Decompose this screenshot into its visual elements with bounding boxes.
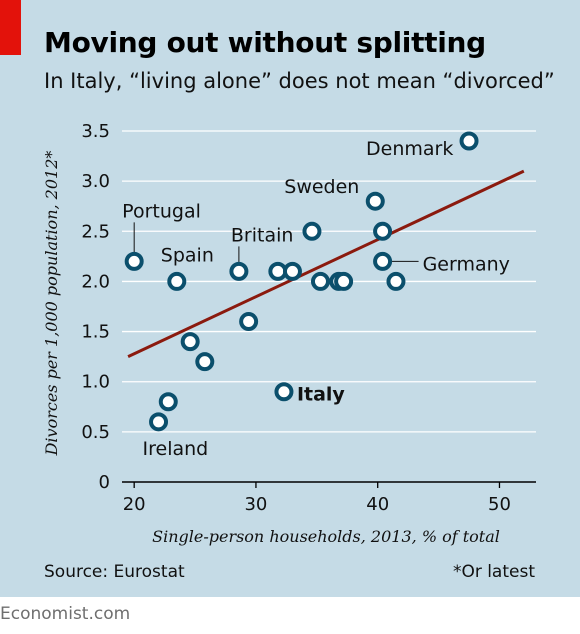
data-point-italy [274,382,294,402]
data-point [386,271,406,291]
chart-title: Moving out without splitting [44,26,486,59]
x-tick-label: 40 [366,494,389,515]
label-leader-lines [133,222,419,263]
point-label-sweden: Sweden [284,176,359,198]
y-axis-title: Divorces per 1,000 population, 2012* [42,151,61,457]
data-point [302,221,322,241]
x-tick-label: 50 [488,494,511,515]
x-tick-labels: 20 30 40 50 [123,482,511,515]
point-label-germany: Germany [423,253,510,275]
point-labels: Portugal Spain Ireland Britain Italy Sweden Ge… [122,138,510,460]
brand-red-tab [0,0,21,55]
scatter-chart: 0 0.5 1.0 1.5 2.0 2.5 3.0 3.5 20 30 40 50 Portugal… [42,121,536,546]
data-point [195,352,215,372]
chart-subtitle: In Italy, “living alone” does not mean “… [44,69,555,93]
x-tick-label: 30 [244,494,267,515]
data-point-germany [373,251,393,271]
trendline [127,169,525,359]
data-point-portugal [124,251,144,271]
data-point-spain [167,271,187,291]
point-label-portugal: Portugal [122,200,201,222]
x-tick-label: 20 [123,494,146,515]
y-tick-label: 3.0 [81,171,110,192]
y-tick-label: 3.5 [81,121,110,142]
data-point [180,332,200,352]
y-tick-label: 1.0 [81,372,110,393]
source-note: Source: Eurostat [44,562,185,582]
data-points [124,131,479,432]
data-point [334,271,354,291]
data-point-britain [229,261,249,281]
point-label-italy: Italy [297,384,345,406]
data-point-sweden [365,191,385,211]
point-label-denmark: Denmark [366,138,453,160]
data-point-ireland [149,412,169,432]
point-label-ireland: Ireland [143,438,209,460]
y-tick-label: 2.5 [81,221,110,242]
data-point [282,261,302,281]
y-tick-label: 1.5 [81,322,110,343]
y-tick-labels: 0 0.5 1.0 1.5 2.0 2.5 3.0 3.5 [81,121,110,493]
point-label-spain: Spain [161,244,214,266]
y-tick-label: 2.0 [81,271,110,292]
footnote: *Or latest [452,562,535,582]
data-point [239,312,259,332]
data-point [373,221,393,241]
data-point-denmark [459,131,479,151]
data-point [158,392,178,412]
y-tick-label: 0.5 [81,422,110,443]
data-point [310,271,330,291]
point-label-britain: Britain [231,224,294,246]
y-tick-label: 0 [99,472,110,493]
brand-link[interactable]: Economist.com [0,604,131,624]
grid-lines [122,130,536,433]
x-axis-title: Single-person households, 2013, % of tot… [152,527,500,546]
chart-panel [0,0,580,597]
